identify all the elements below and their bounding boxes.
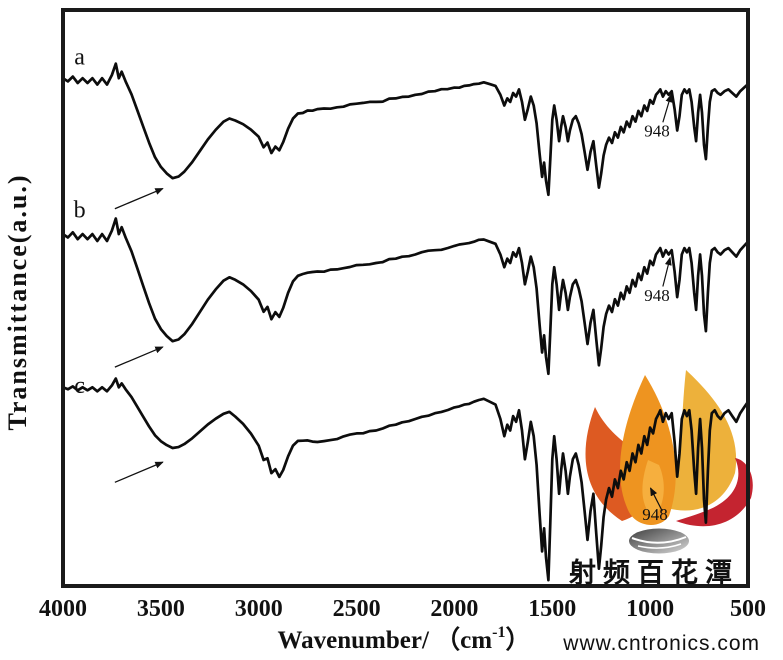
series-label-c: c xyxy=(74,373,85,399)
oh-band-arrow-b xyxy=(114,346,164,368)
y-axis-title: Transmittance(a.u.) xyxy=(3,173,32,430)
pond-highlight-icon xyxy=(631,536,687,544)
spectrum-a xyxy=(61,62,750,197)
peak-948-arrow-c xyxy=(649,487,663,512)
watermark: www.cntronics.com xyxy=(562,632,760,655)
plot-border xyxy=(61,8,750,588)
peak-948-arrow-a xyxy=(662,93,673,123)
x-tick-label-2500: 2500 xyxy=(333,596,381,622)
x-axis-title: Wavenumber/ （cm-1） xyxy=(278,624,531,654)
x-tick-label-1500: 1500 xyxy=(528,596,576,622)
annotations-group: a b c 948 948 948 xyxy=(74,45,673,524)
logo-wordmark: 射频百花潭 xyxy=(568,558,739,588)
series-label-b: b xyxy=(74,197,86,223)
x-tick-label-4000: 4000 xyxy=(39,596,87,622)
flame-logo xyxy=(585,370,753,554)
x-tick-label-500: 500 xyxy=(730,596,766,622)
x-tick-label-1000: 1000 xyxy=(626,596,674,622)
flame-swoosh-icon xyxy=(676,458,753,527)
x-tick-label-2000: 2000 xyxy=(430,596,478,622)
oh-band-arrow-a xyxy=(114,187,164,210)
spectrum-c xyxy=(61,377,750,582)
series-label-a: a xyxy=(74,45,85,71)
pond-highlight2-icon xyxy=(637,543,682,549)
spectra-series-group xyxy=(61,62,750,582)
x-tick-label-3000: 3000 xyxy=(235,596,283,622)
x-axis-ticks-group: 4000 3500 3000 2500 2000 1500 1000 500 xyxy=(39,596,766,622)
flame-right-icon xyxy=(664,370,737,511)
peak-948-arrow-b xyxy=(662,256,672,287)
oh-band-arrow-c xyxy=(114,461,164,483)
x-axis-title-superscript: -1 xyxy=(492,624,505,641)
x-tick-label-3500: 3500 xyxy=(137,596,185,622)
peak-948-label-c: 948 xyxy=(642,505,668,524)
peak-948-label-a: 948 xyxy=(644,122,670,141)
spectrum-b xyxy=(61,217,750,376)
peak-948-label-b: 948 xyxy=(644,286,670,305)
